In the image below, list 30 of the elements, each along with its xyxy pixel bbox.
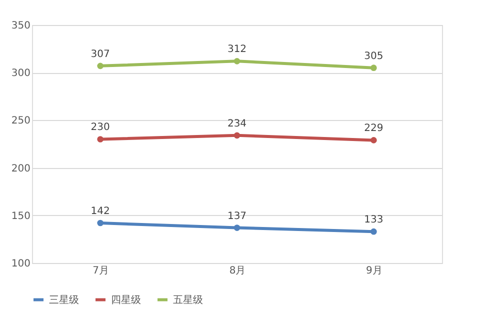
- point: [97, 136, 104, 142]
- point: [370, 137, 377, 144]
- legend-label: 四星级: [111, 294, 141, 306]
- legend-label: 三星级: [49, 294, 79, 306]
- data-label: 133: [364, 214, 384, 226]
- point: [97, 220, 104, 226]
- y-tick-label: 300: [11, 68, 30, 80]
- point: [234, 132, 240, 139]
- y-tick-label: 200: [11, 163, 30, 174]
- point: [97, 62, 104, 70]
- x-tick-label: 7月: [92, 266, 110, 276]
- y-tick-label: 250: [11, 116, 30, 127]
- data-label: 142: [90, 206, 110, 218]
- y-tick-label: 150: [11, 210, 30, 222]
- data-label: 234: [227, 118, 247, 130]
- data-label: 230: [90, 122, 110, 134]
- x-tick-label: 9月: [366, 266, 382, 276]
- data-label: 229: [364, 123, 384, 134]
- data-label: 312: [227, 44, 247, 56]
- y-tick-label: 350: [11, 20, 30, 32]
- y-tick-label: 100: [11, 258, 30, 270]
- point: [234, 224, 240, 231]
- data-label: 307: [90, 48, 110, 60]
- legend-label: 五星级: [173, 294, 203, 306]
- point: [234, 58, 240, 64]
- x-tick-label: 8月: [229, 266, 246, 276]
- data-label: 137: [227, 210, 247, 222]
- data-label: 305: [364, 50, 384, 62]
- point: [370, 64, 377, 71]
- point: [370, 228, 377, 235]
